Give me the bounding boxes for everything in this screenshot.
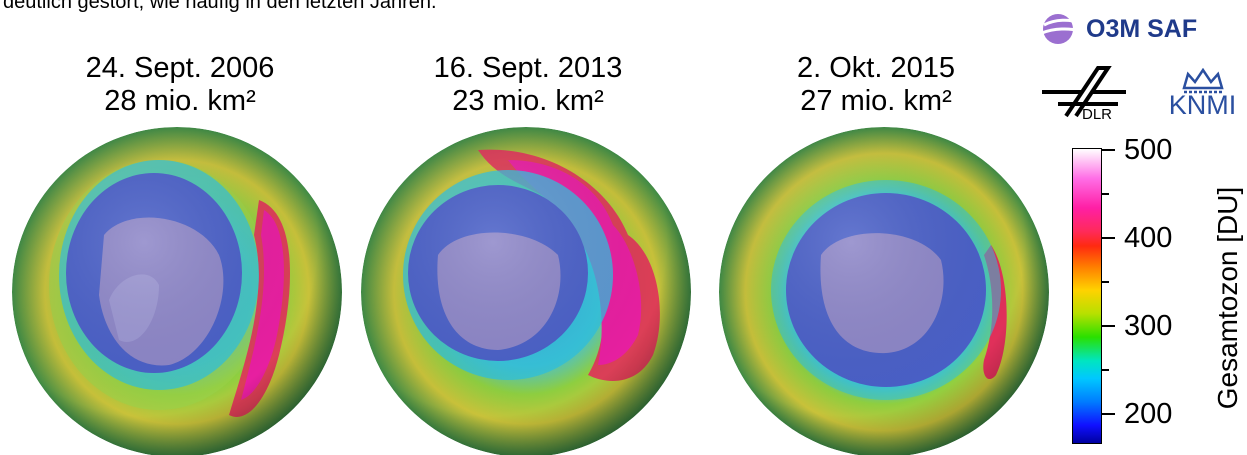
ozone-globe-2006 <box>12 127 342 455</box>
panel-date: 2. Okt. 2015 <box>797 52 955 84</box>
panel-title-2006: 24. Sept. 2006 28 mio. km² <box>30 52 330 118</box>
ozone-globe-2015 <box>719 127 1049 455</box>
colorbar-title: Gesamtozon [DU] <box>1212 186 1243 410</box>
colorbar-tick-label: 400 <box>1124 222 1173 254</box>
colorbar-tick-label: 500 <box>1124 134 1173 166</box>
o3m-saf-text: O3M SAF <box>1086 15 1198 43</box>
ozone-globe-2013 <box>361 127 691 455</box>
colorbar-tick-label: 300 <box>1124 310 1173 342</box>
dlr-text: DLR <box>1082 106 1113 123</box>
caption-text: deutlich gestört, wie häufig in den letz… <box>3 0 437 13</box>
dlr-emblem-icon <box>1042 66 1126 118</box>
panel-area: 27 mio. km² <box>800 85 952 117</box>
panel-area: 23 mio. km² <box>452 85 604 117</box>
panel-date: 24. Sept. 2006 <box>85 52 275 84</box>
colorbar-tick-label: 200 <box>1124 398 1173 430</box>
o3m-saf-logo: O3M SAF <box>1040 8 1245 50</box>
colorbar <box>1072 148 1102 444</box>
o3m-saf-emblem-icon <box>1041 14 1081 44</box>
panel-title-2015: 2. Okt. 2015 27 mio. km² <box>726 52 1026 118</box>
knmi-text: KNMI <box>1168 90 1237 120</box>
panel-date: 16. Sept. 2013 <box>433 52 623 84</box>
panel-title-2013: 16. Sept. 2013 23 mio. km² <box>378 52 678 118</box>
knmi-logo: KNMI <box>1160 68 1245 128</box>
panel-area: 28 mio. km² <box>104 85 256 117</box>
knmi-crown-icon <box>1182 68 1224 94</box>
colorbar-ticks <box>1101 149 1115 415</box>
dlr-logo: DLR <box>1038 58 1134 124</box>
